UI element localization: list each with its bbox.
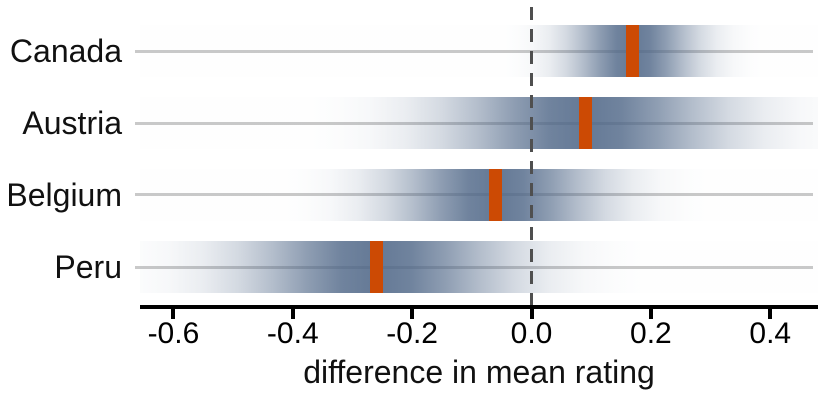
x-tick-label: 0.4 <box>749 317 792 350</box>
confidence-band-belgium <box>140 168 818 221</box>
x-axis-tick <box>290 309 295 319</box>
x-tick-label: -0.2 <box>386 317 438 350</box>
x-tick-label: -0.4 <box>266 317 319 350</box>
row-label-peru: Peru <box>54 249 122 285</box>
x-axis-tick <box>171 309 176 319</box>
x-axis-title: difference in mean rating <box>303 354 655 390</box>
x-axis-tick <box>768 309 773 319</box>
row-label-austria: Austria <box>22 105 122 141</box>
estimate-marker-austria <box>578 97 592 149</box>
x-tick-label: 0.0 <box>510 317 553 350</box>
x-axis-tick <box>529 309 534 319</box>
zero-reference-dashed-line <box>530 7 534 306</box>
confidence-band-canada <box>140 25 818 77</box>
row-label-belgium: Belgium <box>6 176 122 213</box>
x-axis-tick <box>410 309 415 319</box>
confidence-band-austria <box>140 97 818 149</box>
estimate-marker-canada <box>626 25 640 77</box>
x-axis-tick <box>648 309 653 319</box>
estimate-marker-belgium <box>489 168 503 221</box>
x-tick-label: 0.2 <box>630 317 672 350</box>
x-tick-label: -0.6 <box>147 317 200 350</box>
estimate-marker-peru <box>369 241 383 293</box>
confidence-band-peru <box>140 241 818 293</box>
row-label-canada: Canada <box>9 33 122 69</box>
x-axis-line <box>140 305 818 309</box>
